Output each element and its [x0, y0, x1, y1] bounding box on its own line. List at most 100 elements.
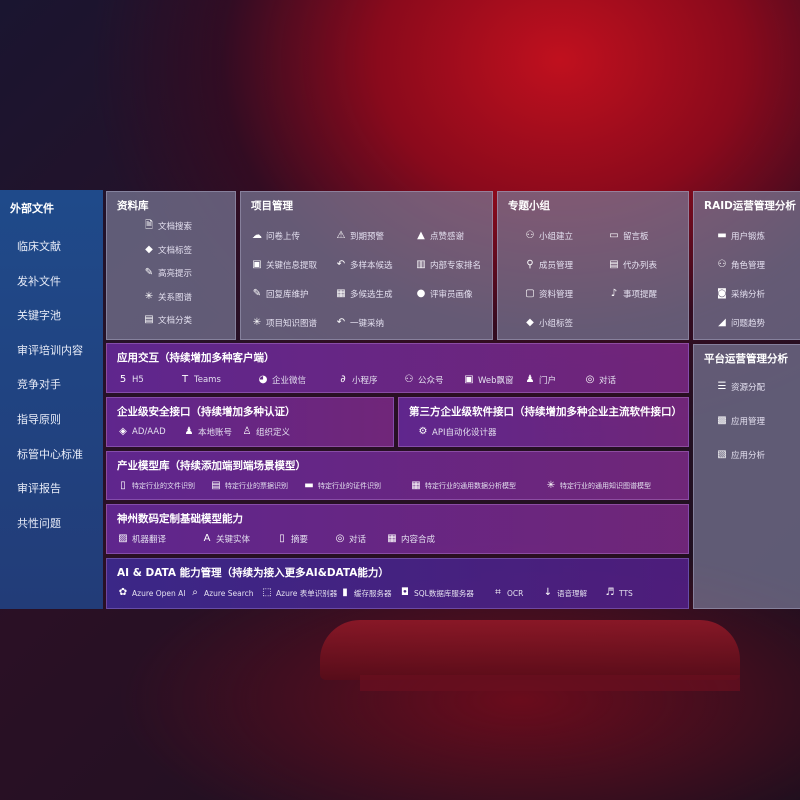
sidebar-title: 外部文件: [10, 202, 54, 215]
platform-item-2[interactable]: ▧ 应用分析: [716, 449, 765, 461]
library-item-0[interactable]: 🗎 文档搜索: [143, 220, 192, 232]
project-item-6[interactable]: ✎ 回复库维护: [251, 288, 335, 300]
project-item-10[interactable]: ↶ 一键采纳: [335, 317, 415, 329]
sidebar-item-0[interactable]: 临床文献: [17, 240, 61, 253]
security-item-0[interactable]: ◈ AD/AAD: [117, 426, 183, 438]
sidebar-item-2[interactable]: 关键字池: [17, 309, 61, 323]
library-item-2[interactable]: ✎ 高亮提示: [143, 267, 192, 279]
panel-library: 资料库 🗎 文档搜索 ◆ 文档标签 ✎ 高亮提示 ✳ 关系图谱 ▤ 文档分类: [106, 191, 236, 340]
project-item-7[interactable]: ▦ 多候选生成: [335, 288, 415, 300]
item-label: 对话: [349, 535, 367, 545]
interaction-item-3[interactable]: ∂ 小程序: [337, 374, 403, 386]
sidebar-item-3[interactable]: 审评培训内容: [17, 343, 83, 357]
folder-icon: ▢: [525, 288, 535, 299]
raid-item-1[interactable]: ⚇ 角色管理: [716, 259, 766, 271]
interaction-item-2[interactable]: ◕ 企业微信: [257, 374, 337, 386]
panel-ai-data: AI & DATA 能力管理（持续为接入更多AI&DATA能力） ✿ Azure …: [106, 558, 689, 609]
group-item-2[interactable]: ⚲ 成员管理: [524, 259, 608, 271]
panel-title: RAID运营管理分析: [704, 200, 796, 212]
item-label: 文档搜索: [158, 222, 193, 232]
receipt-icon: ▤: [211, 480, 221, 491]
aidata-item-1[interactable]: ⌕ Azure Search: [189, 587, 261, 599]
project-item-3[interactable]: ▣ 关键信息提取: [251, 259, 335, 271]
raid-item-0[interactable]: ▬ 用户锻炼: [716, 230, 765, 242]
panel-title: 神州数码定制基础模型能力: [117, 513, 243, 525]
item-label: Web飘窗: [478, 376, 514, 386]
panel-project-management: 项目管理 ☁ 问卷上传 ⚠ 到期预警 ▲ 点赞感谢 ▣ 关键信息提取 ↶ 多样本候选 ▥ 内部专家排名…: [240, 191, 493, 340]
base-item-1[interactable]: A 关键实体: [201, 533, 276, 545]
library-item-1[interactable]: ◆ 文档标签: [143, 244, 192, 256]
file-icon: ▯: [120, 480, 126, 491]
item-label: 文档分类: [158, 316, 193, 326]
aidata-item-0[interactable]: ✿ Azure Open AI: [117, 587, 189, 599]
security-item-2[interactable]: ♙ 组织定义: [241, 426, 321, 438]
aidata-item-2[interactable]: ⬚ Azure 表单识别器: [261, 587, 339, 599]
platform-item-0[interactable]: ☰ 资源分配: [716, 381, 766, 393]
tts-icon: ♬: [605, 587, 615, 598]
library-item-4[interactable]: ▤ 文档分类: [143, 314, 192, 326]
project-item-1[interactable]: ⚠ 到期预警: [335, 230, 415, 242]
industry-item-2[interactable]: ▬ 特定行业的证件识别: [303, 480, 410, 492]
group-item-3[interactable]: ▤ 代办列表: [608, 259, 688, 271]
industry-item-3[interactable]: ▦ 特定行业的通用数据分析模型: [410, 480, 545, 492]
sidebar-item-5[interactable]: 指导原则: [17, 412, 61, 426]
project-item-5[interactable]: ▥ 内部专家排名: [415, 259, 495, 271]
interaction-item-0[interactable]: 5 H5: [117, 374, 179, 386]
platform-item-1[interactable]: ▩ 应用管理: [716, 415, 765, 427]
project-item-9[interactable]: ✳ 项目知识图谱: [251, 317, 335, 329]
form-icon: ⬚: [262, 587, 272, 598]
item-label: 特定行业的通用数据分析模型: [425, 482, 516, 490]
security-item-1[interactable]: ♟ 本地账号: [183, 426, 241, 438]
base-item-4[interactable]: ▦ 内容合成: [386, 533, 466, 545]
aidata-item-3[interactable]: ▮ 缓存服务器: [339, 587, 399, 599]
aidata-item-4[interactable]: ◘ SQL数据库服务器: [399, 587, 492, 599]
interaction-item-4[interactable]: ⚇ 公众号: [403, 374, 463, 386]
wecom-icon: ◕: [258, 374, 268, 385]
item-label: 事项提醒: [623, 290, 658, 300]
interaction-item-7[interactable]: ◎ 对话: [584, 374, 644, 386]
aidata-item-7[interactable]: ♬ TTS: [604, 587, 644, 599]
tag-icon: ◆: [145, 243, 153, 255]
ranking-icon: ▥: [416, 259, 426, 270]
base-item-2[interactable]: ▯ 摘要: [276, 533, 334, 545]
sidebar-item-8[interactable]: 共性问题: [17, 516, 61, 530]
reply-icon: ↶: [336, 259, 346, 270]
base-item-0[interactable]: ▨ 机器翻译: [117, 533, 201, 545]
item-label: 摘要: [291, 535, 309, 545]
item-label: 关键信息提取: [266, 261, 318, 271]
aidata-item-6[interactable]: ↓ 语音理解: [542, 587, 604, 599]
thirdparty-item-0[interactable]: ⚙ API自动化设计器: [417, 426, 497, 438]
base-item-3[interactable]: ◎ 对话: [334, 533, 386, 545]
interaction-item-6[interactable]: ♟ 门户: [524, 374, 584, 386]
user-add-icon: ⚲: [526, 259, 534, 270]
library-item-3[interactable]: ✳ 关系图谱: [143, 291, 192, 303]
aidata-item-5[interactable]: ⌗ OCR: [492, 587, 542, 599]
project-item-0[interactable]: ☁ 问卷上传: [251, 230, 335, 242]
project-item-2[interactable]: ▲ 点赞感谢: [415, 230, 495, 242]
org-icon: ♙: [242, 426, 252, 437]
interaction-item-1[interactable]: T Teams: [179, 374, 257, 386]
panel-title: 项目管理: [251, 200, 293, 212]
project-item-4[interactable]: ↶ 多样本候选: [335, 259, 415, 271]
raid-item-2[interactable]: ◙ 采纳分析: [716, 288, 765, 300]
item-label: 内容合成: [401, 535, 436, 545]
group-item-1[interactable]: ▭ 留言板: [608, 230, 688, 242]
sidebar-item-6[interactable]: 标管中心标准: [17, 447, 83, 461]
interaction-item-5[interactable]: ▣ Web飘窗: [463, 374, 524, 386]
industry-item-0[interactable]: ▯ 特定行业的文件识别: [117, 480, 210, 492]
item-label: 评审员画像: [430, 290, 473, 300]
project-item-8[interactable]: ● 评审员画像: [415, 288, 495, 300]
group-item-6[interactable]: ◆ 小组标签: [524, 317, 608, 329]
item-label: 小程序: [352, 376, 378, 386]
industry-item-4[interactable]: ✳ 特定行业的通用知识图谱模型: [545, 480, 675, 492]
raid-item-3[interactable]: ◢ 问题趋势: [716, 317, 765, 329]
sidebar-item-4[interactable]: 竞争对手: [17, 378, 61, 392]
sidebar-item-7[interactable]: 审评报告: [17, 482, 61, 496]
group-item-4[interactable]: ▢ 资料管理: [524, 288, 608, 300]
group-item-5[interactable]: ♪ 事项提醒: [608, 288, 688, 300]
sidebar-item-1[interactable]: 发补文件: [17, 274, 61, 288]
group-item-0[interactable]: ⚇ 小组建立: [524, 230, 608, 242]
item-label: 语音理解: [557, 588, 587, 598]
industry-item-1[interactable]: ▤ 特定行业的票据识别: [210, 480, 303, 492]
item-label: 小组标签: [539, 319, 574, 329]
